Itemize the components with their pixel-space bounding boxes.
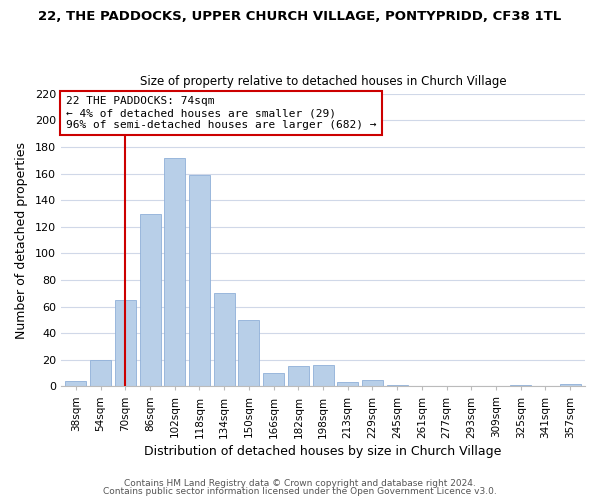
Text: 22, THE PADDOCKS, UPPER CHURCH VILLAGE, PONTYPRIDD, CF38 1TL: 22, THE PADDOCKS, UPPER CHURCH VILLAGE, … [38,10,562,23]
Bar [189,175,210,386]
Text: Contains HM Land Registry data © Crown copyright and database right 2024.: Contains HM Land Registry data © Crown c… [124,478,476,488]
Bar [90,360,111,386]
X-axis label: Distribution of detached houses by size in Church Village: Distribution of detached houses by size … [145,444,502,458]
Bar [386,385,407,386]
Bar [362,380,383,386]
Bar [263,373,284,386]
Bar [214,294,235,386]
Bar [337,382,358,386]
Bar [510,385,531,386]
Bar [313,365,334,386]
Bar [164,158,185,386]
Bar [115,300,136,386]
Text: 22 THE PADDOCKS: 74sqm
← 4% of detached houses are smaller (29)
96% of semi-deta: 22 THE PADDOCKS: 74sqm ← 4% of detached … [66,96,376,130]
Bar [140,214,161,386]
Bar [288,366,309,386]
Bar [238,320,259,386]
Bar [560,384,581,386]
Bar [65,381,86,386]
Title: Size of property relative to detached houses in Church Village: Size of property relative to detached ho… [140,76,506,88]
Text: Contains public sector information licensed under the Open Government Licence v3: Contains public sector information licen… [103,487,497,496]
Y-axis label: Number of detached properties: Number of detached properties [15,142,28,338]
